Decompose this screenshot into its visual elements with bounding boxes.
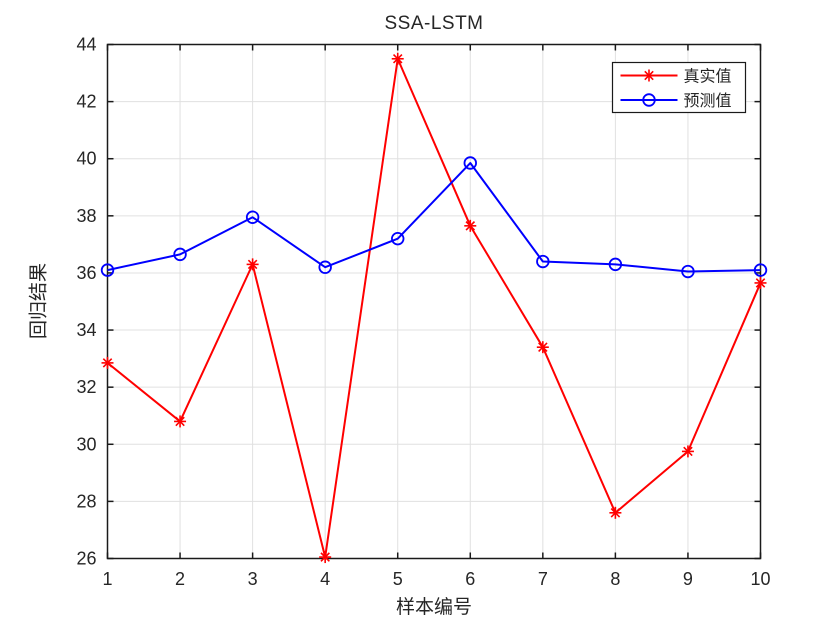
asterisk-marker <box>174 415 187 428</box>
x-tick-label: 4 <box>320 569 330 589</box>
y-tick-label: 42 <box>76 92 96 112</box>
circle-marker <box>318 260 332 274</box>
series-预测值 <box>100 156 768 279</box>
y-tick-label: 44 <box>76 35 96 55</box>
y-tick-label: 38 <box>76 206 96 226</box>
x-tick-label: 5 <box>393 569 403 589</box>
asterisk-marker <box>391 52 404 65</box>
series-line <box>106 57 762 559</box>
y-tick-label: 40 <box>76 149 96 169</box>
x-tick-label: 1 <box>102 569 112 589</box>
y-tick-label: 28 <box>76 491 96 511</box>
legend-label: 预测值 <box>684 92 732 110</box>
asterisk-marker <box>464 219 477 232</box>
x-tick-label: 10 <box>750 569 770 589</box>
x-tick-label: 3 <box>248 569 258 589</box>
x-tick-label: 7 <box>538 569 548 589</box>
circle-marker <box>536 254 550 269</box>
x-tick-label: 9 <box>683 569 693 589</box>
x-axis-label: 样本编号 <box>395 597 472 618</box>
circle-marker <box>173 247 187 262</box>
circle-marker <box>463 156 477 170</box>
axis-box <box>106 43 762 560</box>
circle-marker <box>100 263 115 277</box>
asterisk-marker <box>246 258 259 271</box>
x-tick-label: 2 <box>175 569 185 589</box>
asterisk-marker <box>536 341 549 354</box>
y-tick-label: 34 <box>76 320 96 340</box>
legend-label: 真实值 <box>684 68 732 86</box>
asterisk-marker <box>319 551 332 564</box>
x-tick-label: 8 <box>610 569 620 589</box>
y-axis-label: 回归结果 <box>28 262 50 340</box>
series-真实值 <box>101 52 767 564</box>
y-tick-label: 30 <box>76 434 96 454</box>
legend-box <box>611 61 747 114</box>
chart-title: SSA-LSTM <box>384 13 484 34</box>
series-line <box>107 162 761 273</box>
axis-ticks <box>106 43 762 560</box>
circle-marker <box>245 210 260 224</box>
y-tick-label: 32 <box>76 377 96 397</box>
circle-marker <box>642 93 656 107</box>
circle-marker <box>753 263 768 277</box>
circle-marker <box>681 264 695 279</box>
y-tick-label: 36 <box>76 263 96 283</box>
circle-marker <box>391 231 405 246</box>
y-tick-label: 26 <box>76 549 96 569</box>
asterisk-marker <box>681 445 694 458</box>
asterisk-marker <box>754 276 767 289</box>
asterisk-marker <box>101 356 114 369</box>
grid <box>107 44 761 559</box>
asterisk-marker <box>609 506 622 519</box>
asterisk-marker <box>643 69 655 82</box>
circle-marker <box>608 257 623 272</box>
x-tick-label: 6 <box>465 569 475 589</box>
